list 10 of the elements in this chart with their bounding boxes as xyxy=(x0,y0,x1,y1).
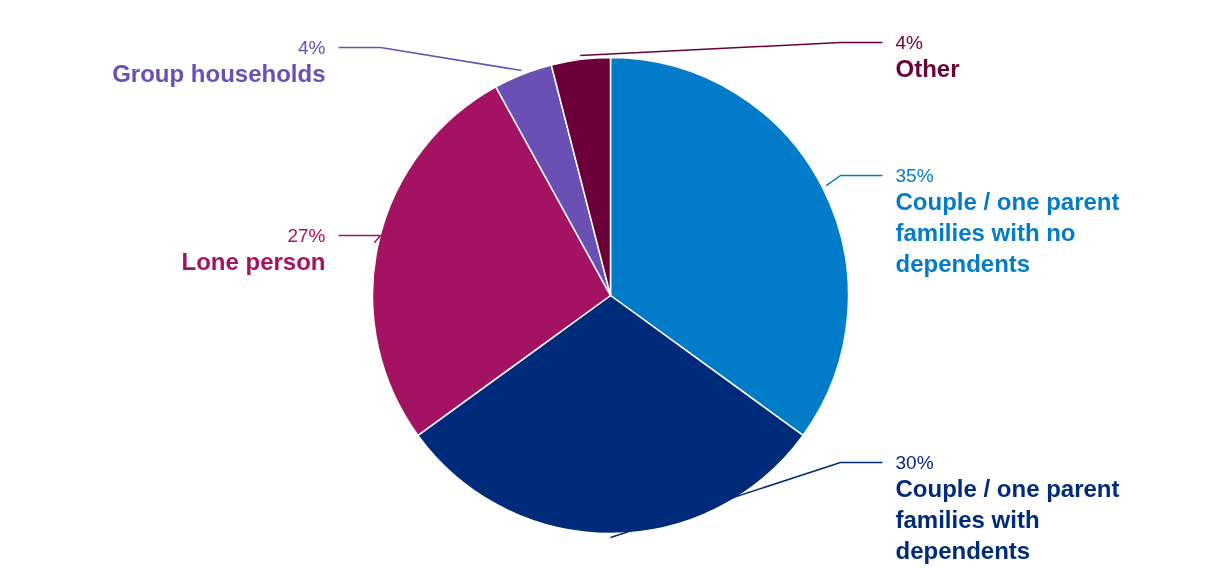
data-label: 4% xyxy=(298,37,326,58)
data-label: 35% xyxy=(895,165,934,186)
data-label: 30% xyxy=(895,452,934,473)
slice-label: Couple / one parent families with no dependents xyxy=(895,187,1120,277)
slice-label: Other xyxy=(895,54,960,82)
data-label: 4% xyxy=(895,32,924,53)
slice-label: Lone person xyxy=(181,247,326,275)
slice-label: Couple / one parent families with dependents xyxy=(895,474,1120,564)
slice-label: Group households xyxy=(112,59,326,87)
data-label: 27% xyxy=(287,225,326,246)
